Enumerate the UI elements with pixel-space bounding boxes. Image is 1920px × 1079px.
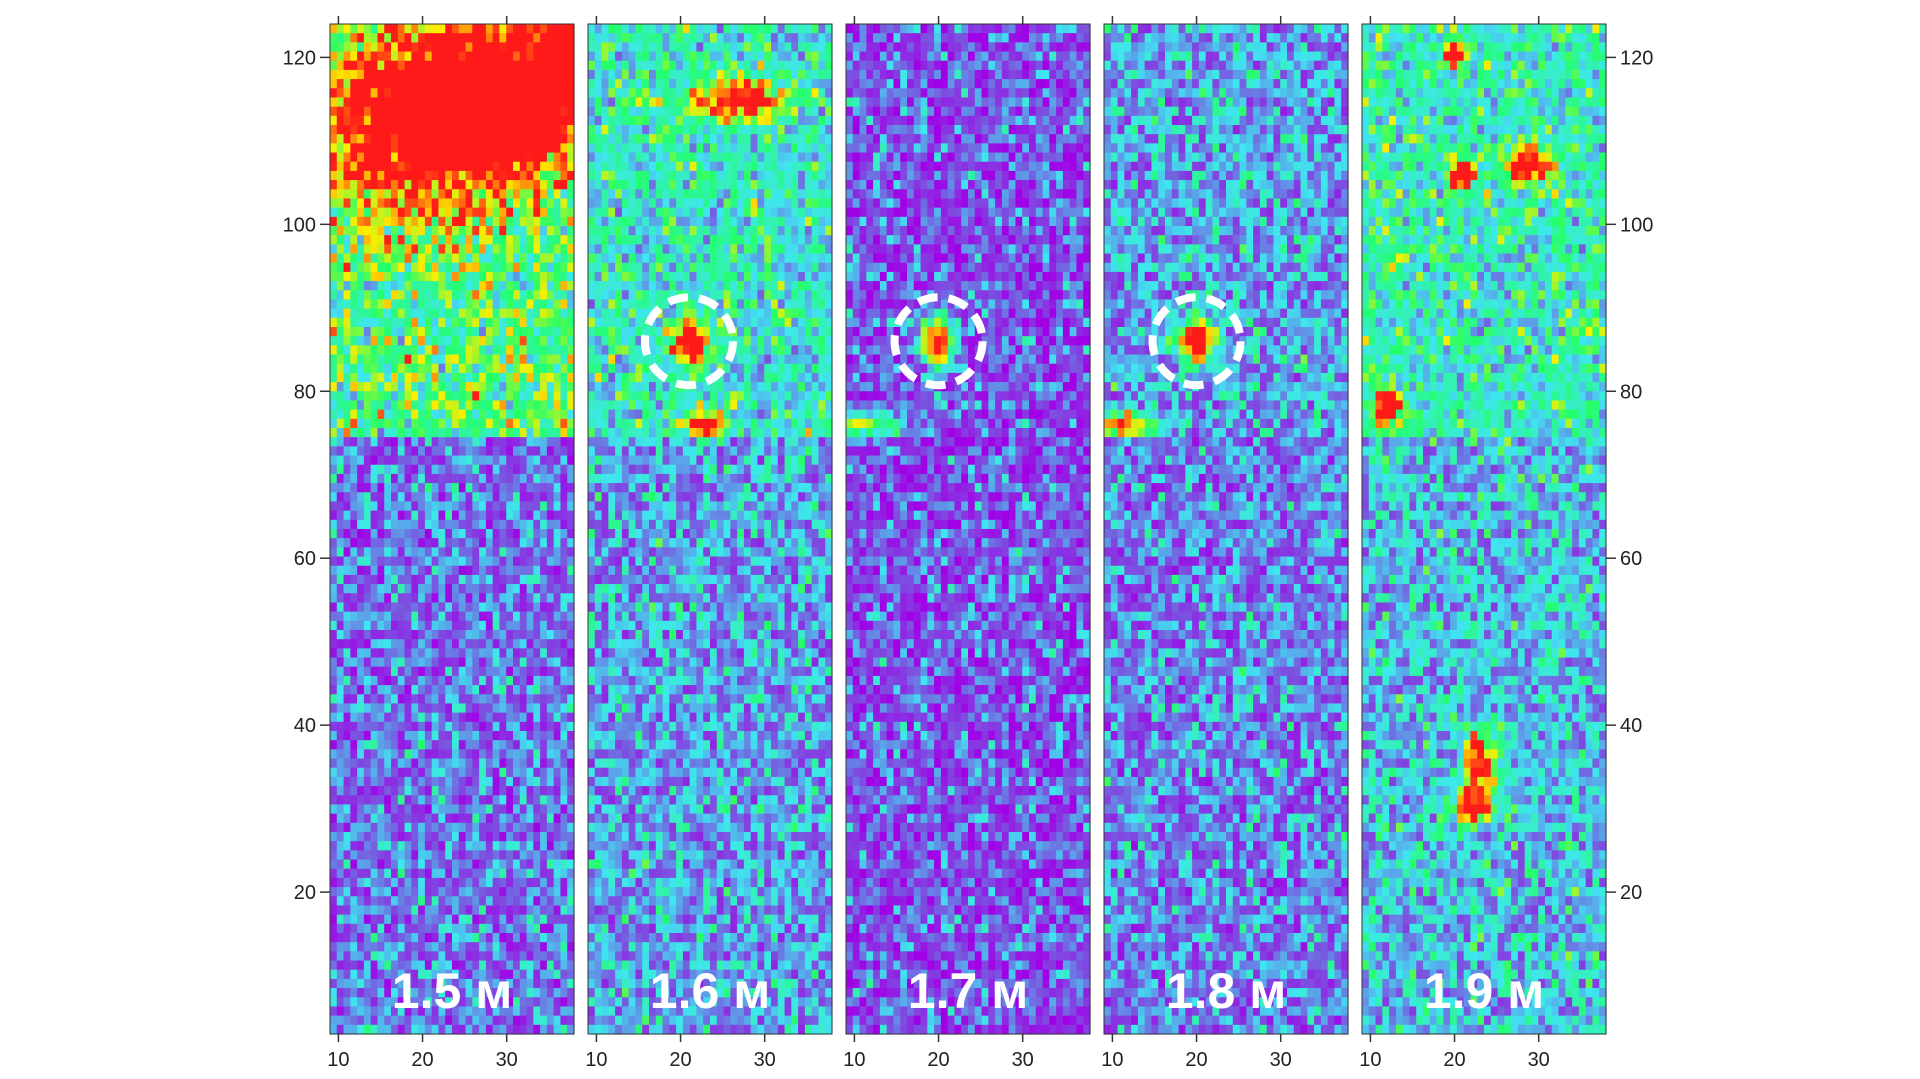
y-tick-label-left: 40	[294, 715, 316, 737]
x-tick-label: 20	[411, 1049, 433, 1071]
depth-label-1: 1.5 м	[392, 963, 512, 1019]
x-tick-label: 10	[585, 1049, 607, 1071]
y-tick-label-right: 100	[1620, 214, 1653, 236]
x-tick-label: 10	[1359, 1049, 1381, 1071]
y-tick-label-left: 20	[294, 882, 316, 904]
y-tick-label-left: 80	[294, 381, 316, 403]
depth-label-5: 1.9 м	[1424, 963, 1544, 1019]
heatmap-panel-1	[330, 24, 575, 1035]
heatmap-panel-5	[1362, 24, 1607, 1035]
x-tick-label: 30	[754, 1049, 776, 1071]
depth-label-2: 1.6 м	[650, 963, 770, 1019]
x-tick-label: 10	[327, 1049, 349, 1071]
y-tick-label-right: 60	[1620, 548, 1642, 570]
y-tick-label-right: 80	[1620, 381, 1642, 403]
x-tick-label: 10	[1101, 1049, 1123, 1071]
y-tick-label-left: 100	[283, 214, 316, 236]
heatmap-panel-3	[846, 24, 1091, 1035]
x-tick-label: 20	[927, 1049, 949, 1071]
x-tick-label: 30	[1528, 1049, 1550, 1071]
depth-label-4: 1.8 м	[1166, 963, 1286, 1019]
y-tick-label-right: 40	[1620, 715, 1642, 737]
x-tick-label: 10	[843, 1049, 865, 1071]
x-tick-label: 20	[1185, 1049, 1207, 1071]
depth-label-3: 1.7 м	[908, 963, 1028, 1019]
x-tick-label: 20	[1443, 1049, 1465, 1071]
y-tick-label-left: 120	[283, 47, 316, 69]
heatmap-panel-2	[588, 24, 833, 1035]
y-tick-label-right: 120	[1620, 47, 1653, 69]
y-tick-label-right: 20	[1620, 882, 1642, 904]
x-tick-label: 30	[1012, 1049, 1034, 1071]
x-tick-label: 30	[496, 1049, 518, 1071]
heatmap-panel-4	[1104, 24, 1349, 1035]
x-tick-label: 30	[1270, 1049, 1292, 1071]
y-tick-label-left: 60	[294, 548, 316, 570]
x-tick-label: 20	[669, 1049, 691, 1071]
